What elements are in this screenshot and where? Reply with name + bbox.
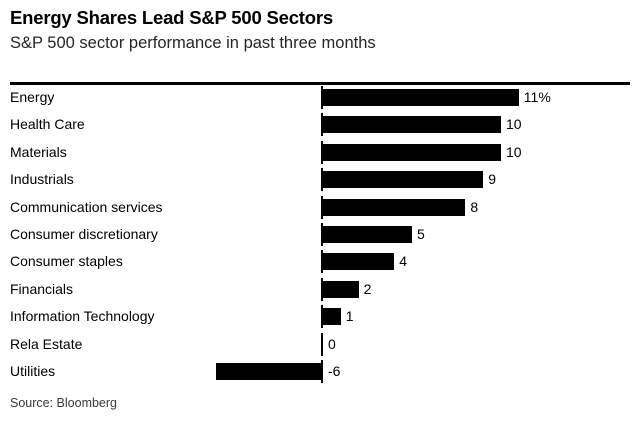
bar bbox=[323, 308, 341, 326]
category-label: Utilities bbox=[10, 363, 56, 379]
bar bbox=[323, 253, 395, 271]
category-label: Information Technology bbox=[10, 308, 155, 325]
zero-baseline-tick bbox=[321, 86, 323, 109]
bar-row: Information Technology 1 bbox=[0, 305, 644, 329]
bar-plot-area: Energy 11% Health Care 10 Materials 10 Industr… bbox=[0, 86, 644, 391]
category-label: Communication services bbox=[10, 198, 163, 215]
bar bbox=[323, 89, 519, 106]
chart-subtitle: S&P 500 sector performance in past three… bbox=[10, 34, 376, 52]
category-label: Financials bbox=[10, 280, 74, 297]
category-label: Health Care bbox=[10, 116, 85, 133]
value-label: 0 bbox=[328, 335, 336, 352]
value-label: 2 bbox=[363, 280, 372, 297]
bar bbox=[323, 171, 484, 189]
zero-baseline-tick bbox=[321, 140, 323, 164]
value-label: 10 bbox=[506, 143, 522, 160]
value-label: 10 bbox=[506, 116, 522, 133]
bar-row: Health Care 10 bbox=[0, 113, 644, 137]
zero-baseline-tick bbox=[321, 113, 323, 137]
bar-row: Communication services 8 bbox=[0, 195, 644, 219]
source-note: Source: Bloomberg bbox=[10, 396, 118, 410]
value-label: 1 bbox=[345, 308, 354, 325]
value-label: 8 bbox=[470, 198, 479, 215]
bar-row: Industrials 9 bbox=[0, 168, 644, 192]
bar-row: Consumer discretionary 5 bbox=[0, 223, 644, 246]
bar bbox=[323, 116, 501, 134]
bar bbox=[323, 226, 412, 243]
bar-row: Materials 10 bbox=[0, 140, 644, 164]
header-rule bbox=[10, 82, 630, 85]
zero-baseline-tick bbox=[321, 332, 323, 356]
bar-row: Utilities -6 bbox=[0, 360, 644, 383]
bar-row: Consumer staples 4 bbox=[0, 250, 644, 274]
bar-row: Rela Estate 0 bbox=[0, 332, 644, 356]
value-label: 9 bbox=[488, 171, 496, 188]
bar bbox=[323, 280, 359, 298]
value-label: 5 bbox=[417, 226, 425, 242]
bar bbox=[323, 198, 466, 216]
zero-baseline-tick bbox=[321, 277, 323, 301]
value-label: 4 bbox=[399, 253, 407, 270]
zero-baseline-tick bbox=[321, 250, 323, 274]
category-label: Consumer staples bbox=[10, 253, 123, 270]
category-label: Materials bbox=[10, 143, 67, 160]
zero-baseline-tick bbox=[321, 305, 323, 329]
category-label: Rela Estate bbox=[10, 335, 83, 352]
bar-row: Financials 2 bbox=[0, 277, 644, 301]
chart-title: Energy Shares Lead S&P 500 Sectors bbox=[10, 7, 333, 28]
value-label: -6 bbox=[328, 363, 341, 379]
bar bbox=[323, 143, 501, 161]
bar-row: Energy 11% bbox=[0, 86, 644, 109]
category-label: Consumer discretionary bbox=[10, 226, 158, 242]
bar bbox=[216, 363, 323, 380]
zero-baseline-tick bbox=[321, 195, 323, 219]
zero-baseline-tick bbox=[321, 168, 323, 192]
zero-baseline-tick bbox=[321, 223, 323, 246]
category-label: Industrials bbox=[10, 171, 74, 188]
value-label: 11% bbox=[523, 89, 551, 105]
category-label: Energy bbox=[10, 89, 55, 105]
